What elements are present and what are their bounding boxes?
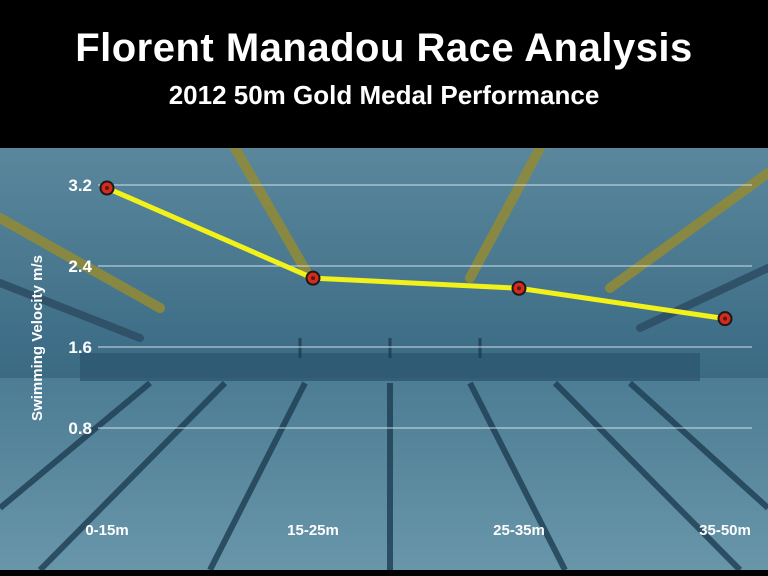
line-chart: 0.8 1.6 2.4 3.2 0-15m 15-25m 25-35m 35-50m Swi…: [0, 148, 768, 570]
y-tick-label: 0.8: [68, 419, 92, 438]
y-tick-label: 3.2: [68, 176, 92, 195]
page-title: Florent Manadou Race Analysis: [75, 26, 693, 70]
data-point-center: [517, 286, 521, 291]
y-tick-label: 1.6: [68, 338, 92, 357]
page-subtitle: 2012 50m Gold Medal Performance: [168, 80, 600, 110]
series-layer: [99, 180, 733, 327]
y-axis-label: Swimming Velocity m/s: [29, 255, 46, 421]
x-tick-label: 15-25m: [287, 522, 339, 539]
data-point-center: [723, 316, 727, 321]
series-line: [105, 185, 726, 322]
data-point-center: [311, 276, 315, 281]
grid: [98, 184, 752, 429]
y-tick-labels: 0.8 1.6 2.4 3.2: [68, 176, 92, 438]
data-point-center: [105, 186, 109, 191]
x-tick-label: 35-50m: [699, 522, 751, 539]
pool-background: [0, 148, 768, 570]
chart-area: 0.8 1.6 2.4 3.2 0-15m 15-25m 25-35m 35-50m Swi…: [0, 148, 768, 570]
x-tick-label: 0-15m: [85, 522, 128, 539]
x-tick-label: 25-35m: [493, 522, 545, 539]
x-tick-labels: 0-15m 15-25m 25-35m 35-50m: [85, 522, 751, 539]
y-tick-label: 2.4: [68, 257, 92, 276]
